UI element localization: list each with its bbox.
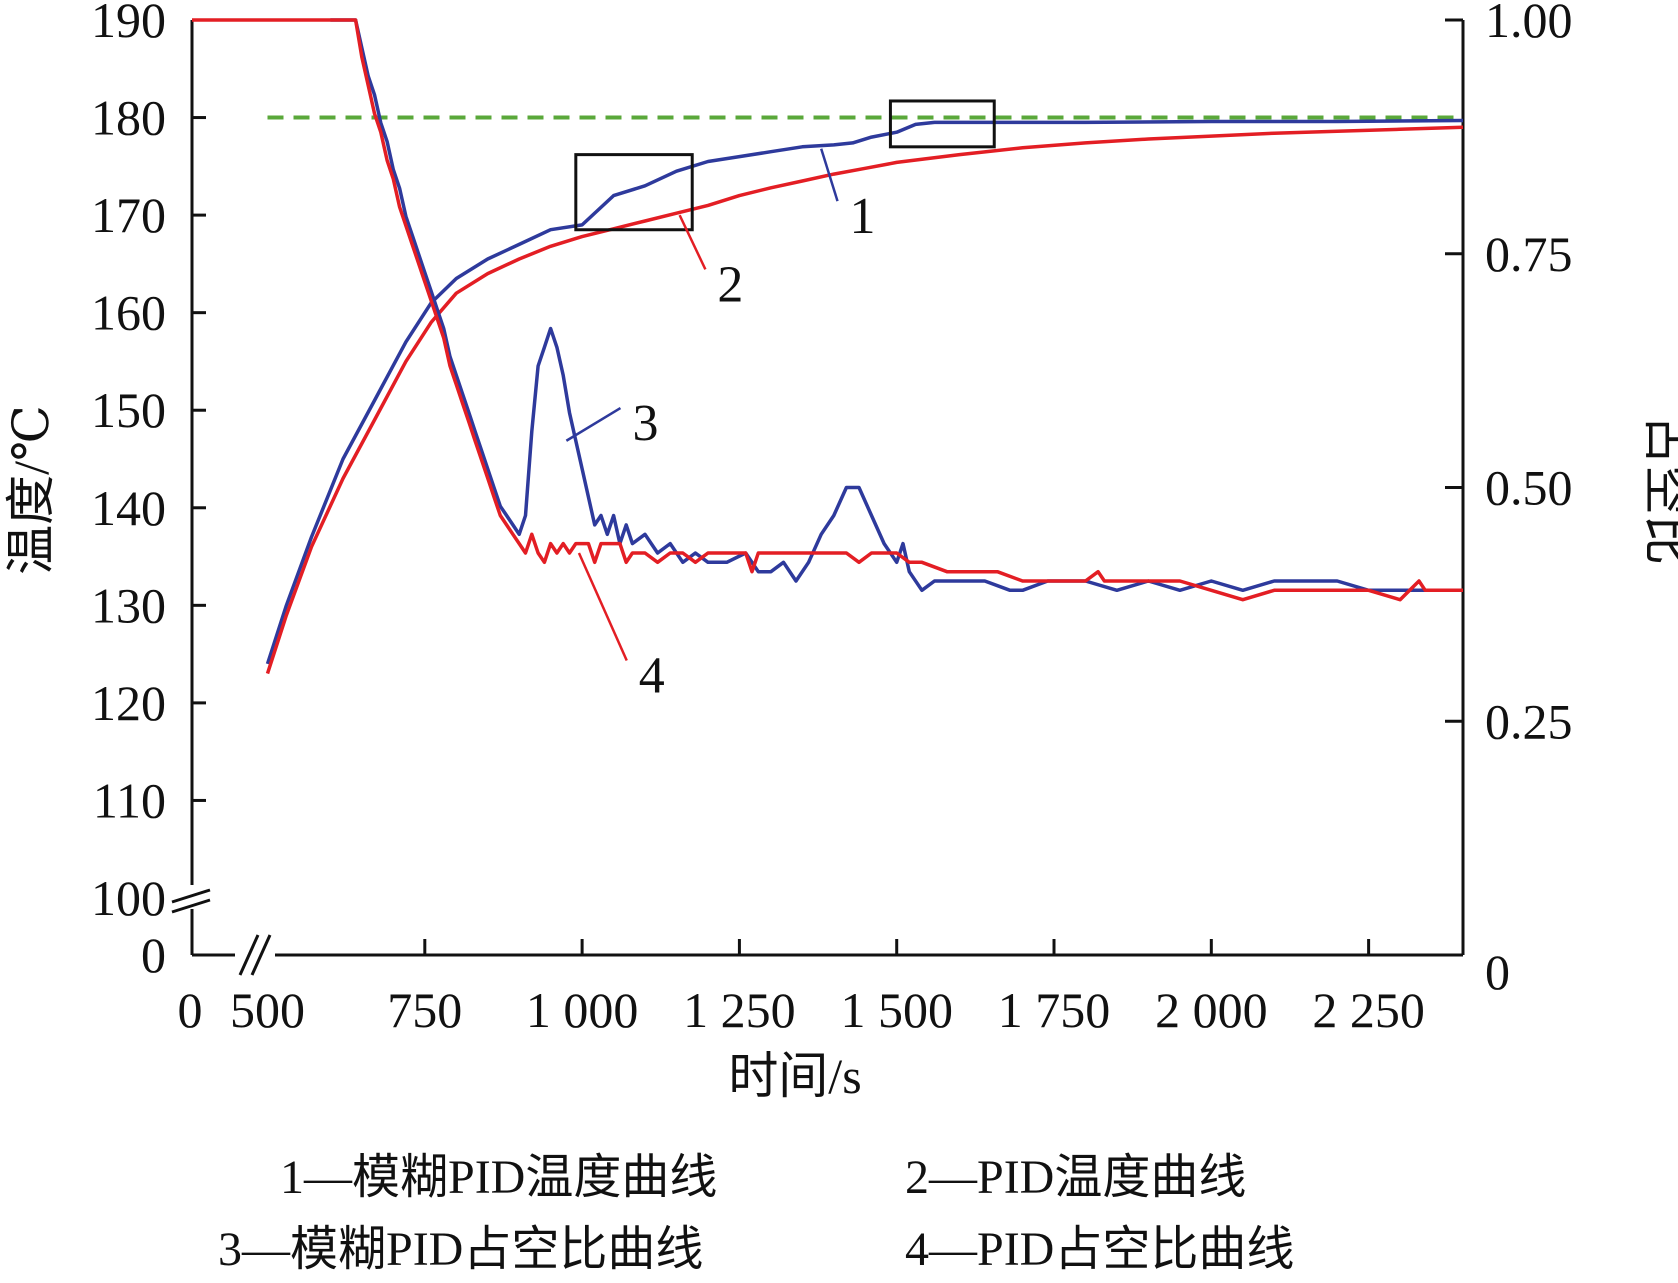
series-2-line bbox=[265, 125, 1464, 675]
y-left-tick-label: 0 bbox=[141, 927, 166, 983]
legend-item-1: 1—模糊PID温度曲线 bbox=[280, 1151, 717, 1204]
series-2-callout-label: 2 bbox=[717, 256, 743, 313]
y-axis-right-label: 占空比 bbox=[1639, 415, 1678, 565]
tick-labels: 19018017016015014013012011010001.000.750… bbox=[91, 0, 1573, 1038]
x-tick-label: 2 250 bbox=[1312, 982, 1425, 1038]
y-right-tick-label: 0.75 bbox=[1485, 226, 1573, 282]
y-left-tick-label: 100 bbox=[91, 870, 166, 926]
axes bbox=[170, 20, 1465, 980]
series-4-callout-label: 4 bbox=[639, 648, 665, 705]
y-left-tick-label: 190 bbox=[91, 0, 166, 48]
legend-item-2: 2—PID温度曲线 bbox=[905, 1151, 1246, 1204]
x-tick-label: 500 bbox=[230, 982, 305, 1038]
x-tick-label: 0 bbox=[178, 982, 203, 1038]
x-tick-label: 1 250 bbox=[683, 982, 796, 1038]
x-axis-break-mark bbox=[235, 930, 275, 980]
legend: 1—模糊PID温度曲线 2—PID温度曲线 3—模糊PID占空比曲线 4—PID… bbox=[218, 1151, 1294, 1276]
series-2-callout-line bbox=[678, 214, 707, 270]
x-tick-label: 1 000 bbox=[526, 982, 639, 1038]
y-left-tick-label: 140 bbox=[91, 480, 166, 536]
y-left-tick-label: 170 bbox=[91, 187, 166, 243]
series-4-callout-line bbox=[577, 552, 628, 662]
y-left-tick-label: 160 bbox=[91, 285, 166, 341]
x-tick-label: 1 500 bbox=[840, 982, 953, 1038]
y-left-tick-label: 180 bbox=[91, 90, 166, 146]
x-tick-label: 1 750 bbox=[998, 982, 1111, 1038]
plot-area bbox=[192, 18, 1464, 675]
y-axis-break-mark bbox=[170, 885, 220, 914]
series-callouts: 1 2 3 4 bbox=[565, 148, 876, 705]
highlight-box-1 bbox=[574, 153, 694, 232]
y-left-tick-label: 130 bbox=[91, 577, 166, 633]
series-4-line bbox=[192, 18, 1463, 602]
legend-item-4: 4—PID占空比曲线 bbox=[905, 1223, 1294, 1276]
y-left-tick-label: 110 bbox=[93, 772, 166, 828]
series-3-line bbox=[330, 18, 1463, 593]
series-3-callout-line bbox=[565, 406, 622, 442]
highlight-box-2 bbox=[888, 99, 996, 149]
series-1-callout-line bbox=[820, 148, 839, 202]
x-axis-label: 时间/s bbox=[728, 1048, 861, 1104]
legend-item-3: 3—模糊PID占空比曲线 bbox=[218, 1223, 703, 1276]
y-right-tick-label: 0 bbox=[1485, 944, 1510, 1000]
y-right-tick-label: 0.50 bbox=[1485, 460, 1573, 516]
y-right-tick-label: 1.00 bbox=[1485, 0, 1573, 48]
x-tick-label: 2 000 bbox=[1155, 982, 1268, 1038]
axis-ticks bbox=[192, 18, 1463, 955]
y-axis-left-label: 温度/℃ bbox=[3, 405, 59, 575]
y-left-tick-label: 150 bbox=[91, 382, 166, 438]
series-1-callout-label: 1 bbox=[850, 188, 876, 245]
y-right-tick-label: 0.25 bbox=[1485, 693, 1573, 749]
series-3-callout-label: 3 bbox=[632, 395, 658, 452]
x-tick-label: 750 bbox=[387, 982, 462, 1038]
y-left-tick-label: 120 bbox=[91, 675, 166, 731]
